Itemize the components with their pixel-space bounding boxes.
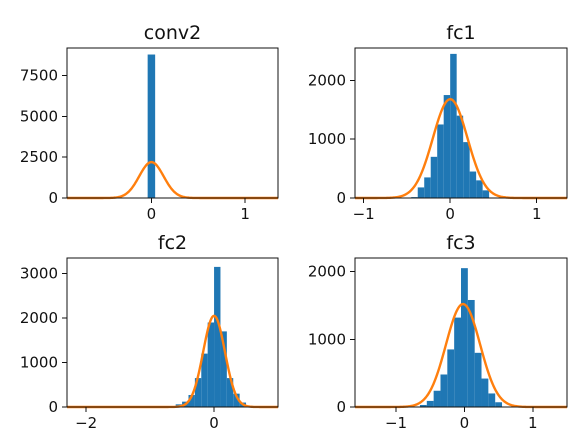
histogram-bar — [419, 404, 427, 407]
histogram-bar — [194, 378, 202, 407]
histogram-bar — [469, 171, 477, 198]
subplot-title: fc3 — [446, 232, 475, 254]
histogram-bar — [467, 299, 475, 407]
histogram-bar — [220, 331, 227, 407]
subplot-conv2: conv2 0 1 0 2500 5000 7500 — [20, 22, 279, 223]
histogram-bar — [147, 54, 156, 198]
y-tick-label: 2000 — [308, 71, 346, 89]
x-tick-label: 0 — [147, 205, 157, 223]
histogram-bar — [461, 268, 468, 407]
x-tick-label: 1 — [240, 205, 250, 223]
axes-frame — [354, 257, 568, 408]
histogram-bar — [430, 156, 438, 198]
x-tick-label: 0 — [460, 414, 470, 432]
histogram-bar — [447, 349, 455, 407]
y-tick-label: 1000 — [20, 354, 58, 372]
histogram-bar — [488, 393, 496, 407]
y-tick-label: 1000 — [308, 330, 346, 348]
y-tick-label: 2000 — [308, 263, 346, 281]
y-tick-label: 0 — [48, 398, 58, 416]
subplot-fc2: fc2 −2 0 0 1000 2000 3000 — [20, 232, 279, 432]
y-tick-label: 3000 — [20, 265, 58, 283]
histogram-bar — [443, 95, 451, 198]
histogram-bar — [214, 266, 221, 407]
subplot-title: fc1 — [446, 22, 475, 44]
subplot-fc1: fc1 −1 0 1 0 1000 2000 — [308, 22, 568, 223]
histogram-bar — [456, 115, 464, 198]
histogram-bar — [463, 142, 470, 198]
x-tick-label: −2 — [75, 414, 97, 432]
x-tick-label: 1 — [532, 205, 542, 223]
x-tick-label: 0 — [209, 414, 219, 432]
y-tick-label: 2000 — [20, 309, 58, 327]
histogram-bar — [207, 322, 215, 407]
histogram-bar — [481, 378, 489, 407]
histogram-bar — [188, 394, 195, 407]
y-tick-label: 1000 — [308, 130, 346, 148]
y-tick-label: 7500 — [20, 67, 58, 85]
histogram-bar — [417, 187, 425, 198]
subplot-fc3: fc3 −1 0 1 0 1000 2000 — [308, 232, 568, 432]
subplot-title: fc2 — [158, 232, 187, 254]
x-tick-label: −1 — [385, 414, 407, 432]
y-tick-label: 5000 — [20, 107, 58, 125]
y-tick-label: 2500 — [20, 148, 58, 166]
histogram-bar — [426, 400, 434, 407]
histogram-bar — [424, 177, 431, 198]
subplot-title: conv2 — [144, 22, 201, 44]
histogram-bar — [440, 374, 448, 407]
histogram-bar — [233, 393, 240, 407]
histogram-bar — [454, 317, 461, 407]
histogram-bar — [482, 190, 490, 198]
histogram-bar — [450, 53, 457, 198]
x-tick-label: 1 — [528, 414, 538, 432]
y-tick-label: 0 — [336, 398, 346, 416]
histogram-bar — [226, 378, 234, 407]
histogram-bar — [474, 352, 482, 407]
histogram-bar — [495, 402, 503, 407]
histogram-bar — [201, 353, 208, 407]
axes-frame — [66, 257, 279, 408]
y-tick-label: 0 — [336, 189, 346, 207]
axes-frame — [66, 47, 279, 199]
axes-frame — [354, 47, 568, 199]
x-tick-label: −1 — [353, 205, 375, 223]
x-tick-label: 0 — [445, 205, 455, 223]
histogram-bar — [433, 390, 441, 407]
histogram-bar — [437, 124, 444, 198]
y-tick-label: 0 — [48, 189, 58, 207]
histogram-bar — [476, 180, 483, 198]
